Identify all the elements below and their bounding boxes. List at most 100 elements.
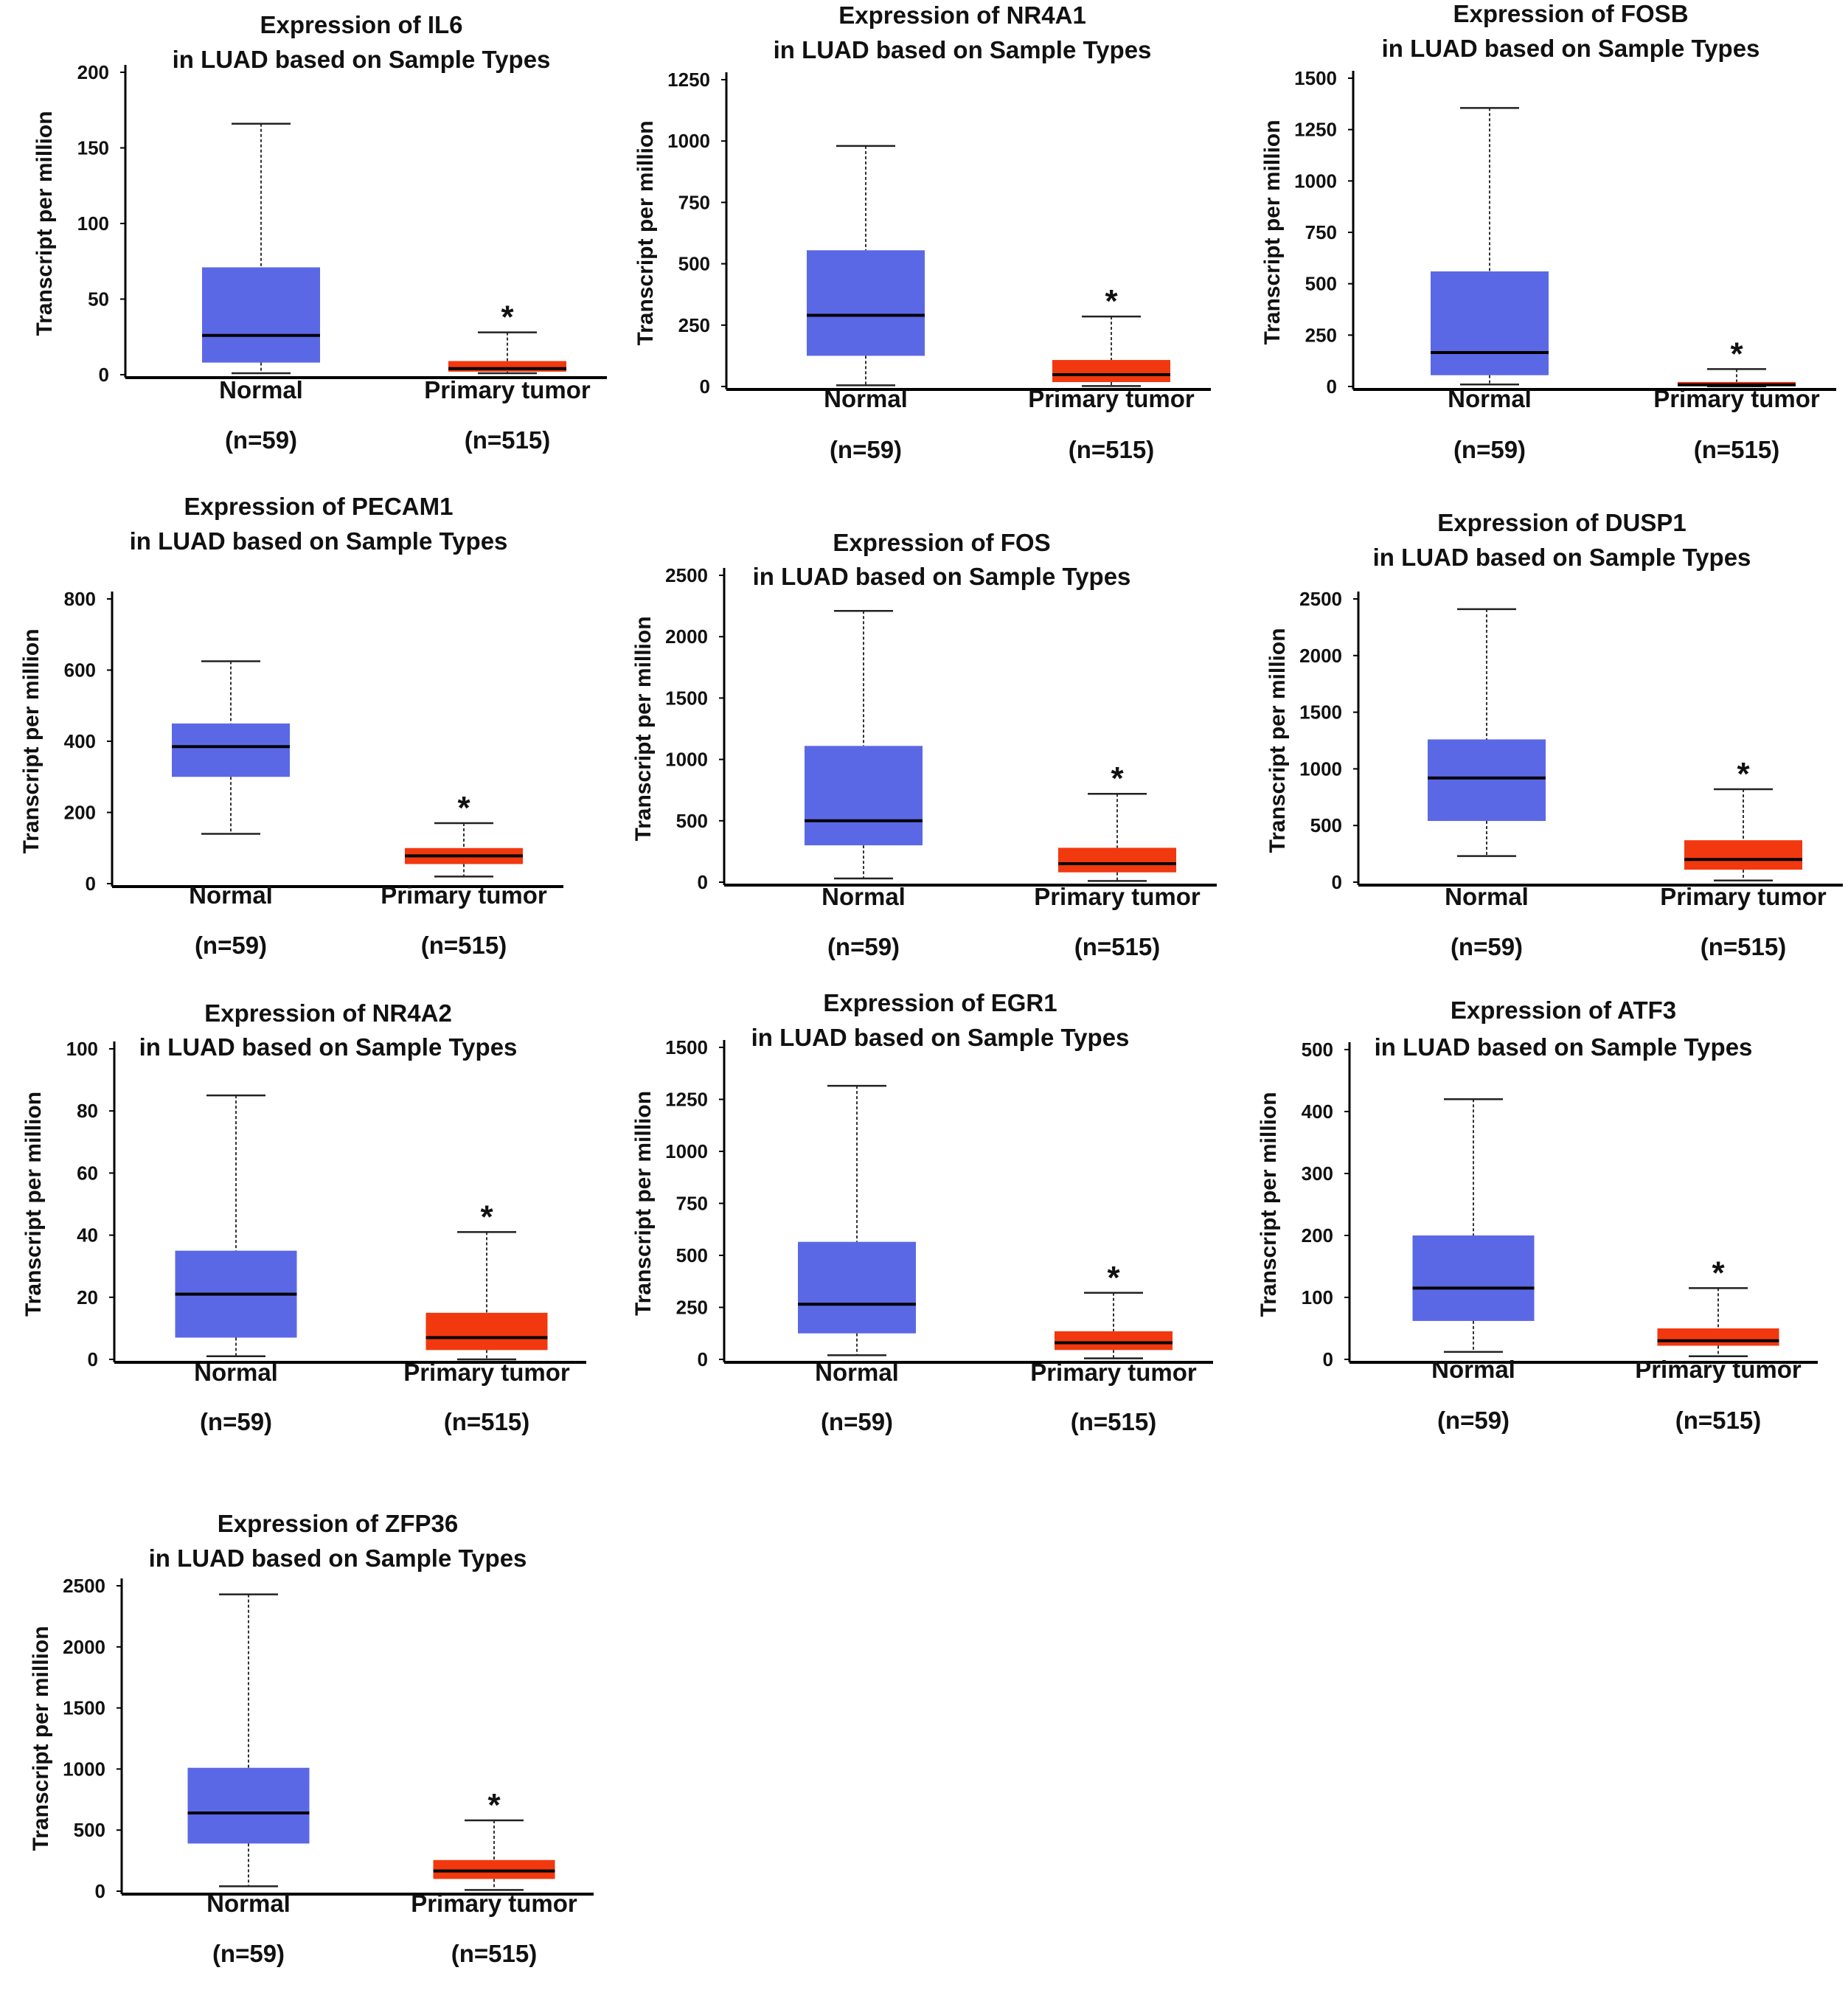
chart-subtitle: in LUAD based on Sample Types (751, 1024, 1130, 1051)
x-category-label: Normal (815, 1359, 899, 1386)
y-tick-label: 500 (676, 1244, 708, 1266)
chart-subtitle: in LUAD based on Sample Types (1373, 544, 1751, 571)
y-tick-label: 200 (77, 61, 109, 83)
chart-title: Expression of DUSP1 (1437, 509, 1686, 536)
y-tick-label: 1500 (665, 687, 708, 709)
chart-fos: Expression of FOS in LUAD based on Sample… (631, 529, 1217, 960)
y-tick-label: 1000 (1299, 757, 1342, 780)
chart-egr1: Expression of EGR1 in LUAD based on Sampl… (631, 989, 1213, 1435)
y-tick-label: 400 (64, 730, 96, 752)
sample-size-label: (n=515) (1074, 933, 1160, 960)
box-primary-tumor (425, 1312, 548, 1351)
significance-asterisk: * (487, 1787, 501, 1823)
y-tick-label: 1250 (1294, 119, 1337, 141)
box-primary-tumor (1052, 360, 1170, 383)
x-category-label: Primary tumor (424, 376, 591, 403)
y-tick-label: 2000 (665, 625, 708, 648)
y-axis-label: Transcript per million (1265, 628, 1290, 853)
y-axis-label: Transcript per million (19, 628, 44, 853)
sample-size-label: (n=515) (1694, 436, 1779, 463)
chart-atf3: Expression of ATF3 in LUAD based on Sampl… (1257, 996, 1818, 1434)
sample-size-label: (n=59) (1437, 1407, 1510, 1434)
chart-title: Expression of FOS (833, 529, 1050, 556)
y-tick-label: 250 (678, 314, 710, 336)
sample-size-label: (n=59) (1453, 436, 1526, 463)
y-axis-label: Transcript per million (631, 616, 656, 841)
y-tick-label: 80 (77, 1100, 98, 1122)
box-normal (1431, 271, 1549, 375)
x-category-label: Normal (821, 883, 906, 910)
y-tick-label: 0 (95, 1880, 105, 1902)
y-tick-label: 1000 (63, 1758, 105, 1780)
sample-size-label: (n=59) (830, 436, 902, 463)
chart-subtitle: in LUAD based on Sample Types (1382, 35, 1760, 62)
y-tick-label: 1500 (1299, 701, 1342, 724)
y-tick-label: 1500 (665, 1036, 708, 1058)
y-tick-label: 1250 (665, 1089, 708, 1111)
box-normal (172, 723, 290, 777)
y-tick-label: 2000 (1299, 645, 1342, 667)
chart-title: Expression of PECAM1 (184, 493, 454, 520)
x-category-label: Normal (189, 881, 273, 909)
y-axis-label: Transcript per million (29, 1626, 53, 1851)
x-category-label: Normal (219, 376, 303, 403)
x-category-label: Primary tumor (381, 881, 547, 909)
y-tick-label: 500 (1310, 814, 1342, 836)
significance-asterisk: * (480, 1199, 493, 1235)
y-tick-label: 0 (698, 871, 708, 893)
chart-nr4a2: Expression of NR4A2 in LUAD based on Samp… (21, 999, 586, 1435)
x-category-label: Primary tumor (1034, 883, 1201, 910)
y-tick-label: 20 (77, 1286, 98, 1308)
sample-size-label: (n=515) (421, 932, 507, 959)
sample-size-label: (n=515) (1675, 1407, 1761, 1434)
x-category-label: Normal (1448, 385, 1532, 412)
x-category-label: Normal (194, 1359, 278, 1386)
x-category-label: Primary tumor (411, 1890, 577, 1917)
y-tick-label: 200 (1302, 1224, 1333, 1247)
chart-zfp36: Expression of ZFP36 in LUAD based on Samp… (29, 1510, 594, 1967)
sample-size-label: (n=59) (195, 932, 267, 959)
sample-size-label: (n=59) (821, 1408, 893, 1435)
y-axis-label: Transcript per million (21, 1092, 46, 1317)
significance-asterisk: * (1111, 760, 1124, 797)
chart-title: Expression of NR4A2 (204, 999, 452, 1027)
chart-fosb: Expression of FOSB in LUAD based on Sampl… (1260, 0, 1836, 463)
box-primary-tumor (1657, 1328, 1779, 1346)
y-tick-label: 60 (77, 1162, 98, 1184)
x-category-label: Normal (206, 1890, 291, 1917)
sample-size-label: (n=59) (225, 426, 297, 454)
x-category-label: Normal (1445, 883, 1529, 910)
significance-asterisk: * (1105, 283, 1118, 319)
y-tick-label: 2000 (63, 1636, 105, 1658)
y-tick-label: 250 (1305, 324, 1337, 346)
y-tick-label: 500 (1305, 273, 1337, 295)
x-category-label: Primary tumor (1030, 1359, 1197, 1386)
sample-size-label: (n=515) (1071, 1408, 1156, 1435)
chart-subtitle: in LUAD based on Sample Types (753, 563, 1131, 590)
y-tick-label: 40 (77, 1224, 98, 1247)
chart-title: Expression of IL6 (260, 11, 462, 38)
y-tick-label: 0 (86, 873, 96, 895)
y-axis-label: Transcript per million (1257, 1092, 1281, 1317)
y-tick-label: 750 (678, 191, 710, 213)
x-category-label: Normal (1431, 1356, 1515, 1383)
chart-subtitle: in LUAD based on Sample Types (149, 1544, 527, 1572)
chart-title: Expression of EGR1 (823, 989, 1057, 1016)
y-tick-label: 500 (1302, 1039, 1333, 1061)
chart-subtitle: in LUAD based on Sample Types (173, 46, 551, 73)
box-normal (798, 1241, 916, 1334)
y-tick-label: 0 (88, 1348, 98, 1370)
significance-asterisk: * (1712, 1255, 1725, 1291)
chart-subtitle: in LUAD based on Sample Types (130, 527, 508, 555)
y-tick-label: 1500 (63, 1697, 105, 1719)
chart-nr4a1: Expression of NR4A1 in LUAD based on Samp… (633, 1, 1211, 463)
y-tick-label: 2500 (1299, 588, 1342, 610)
y-tick-label: 1250 (667, 69, 710, 91)
chart-title: Expression of ZFP36 (218, 1510, 458, 1537)
box-normal (187, 1767, 310, 1844)
y-tick-label: 2500 (63, 1575, 105, 1597)
y-axis-label: Transcript per million (32, 111, 57, 336)
y-tick-label: 400 (1302, 1100, 1333, 1123)
y-tick-label: 0 (698, 1348, 708, 1370)
y-tick-label: 0 (1332, 871, 1342, 893)
